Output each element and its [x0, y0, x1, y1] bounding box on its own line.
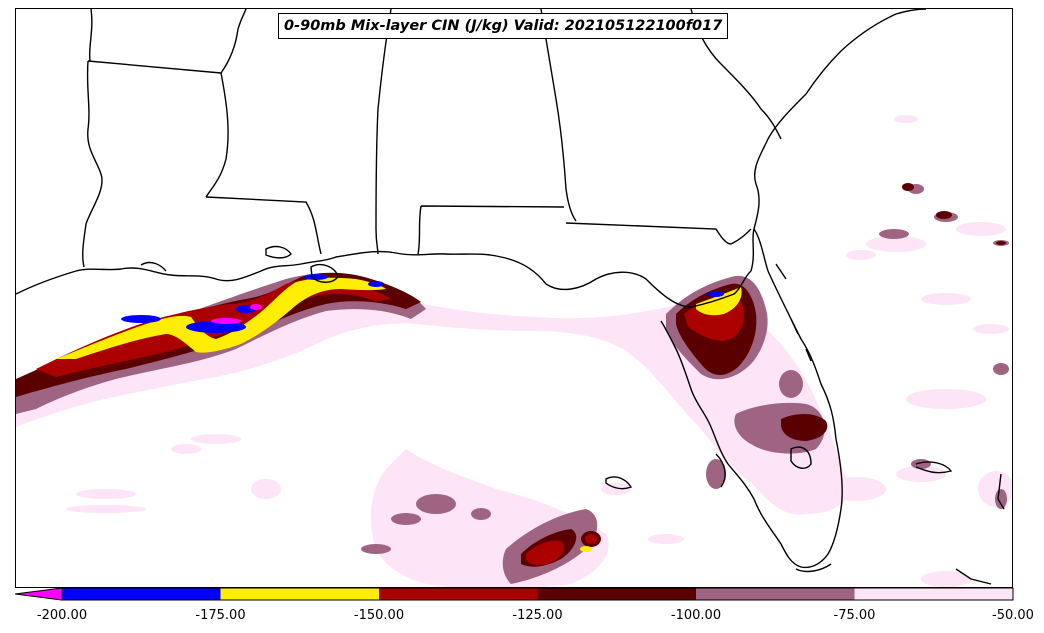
map-panel — [15, 8, 1013, 588]
colorbar-frame — [61, 587, 1014, 601]
cin-contour-magenta — [211, 304, 262, 324]
coastline-and-state-borders — [16, 9, 1005, 585]
colorbar — [14, 587, 1014, 601]
chart-title: 0-90mb Mix-layer CIN (J/kg) Valid: 20210… — [278, 13, 729, 39]
colorbar-tick-label: -50.00 — [992, 608, 1034, 623]
colorbar-bin-1 — [220, 588, 379, 600]
colorbar-tick-label: -125.00 — [512, 608, 563, 623]
colorbar-bin-4 — [696, 588, 855, 600]
colorbar-tick-label: -175.00 — [195, 608, 246, 623]
colorbar-tick-label: -150.00 — [353, 608, 405, 623]
colorbar-tick-label: -100.00 — [670, 608, 722, 623]
colorbar-extend-triangle — [14, 587, 63, 601]
colorbar-bin-2 — [379, 588, 538, 600]
colorbar-bin-3 — [537, 588, 696, 600]
cin-map — [16, 9, 1012, 587]
colorbar-bins — [62, 588, 1013, 600]
colorbar-bin-5 — [854, 588, 1013, 600]
colorbar-tick-label: -200.00 — [36, 608, 88, 623]
colorbar-bin-0 — [62, 588, 221, 600]
cin-contour-yellow — [56, 277, 742, 552]
colorbar-tick-label: -75.00 — [833, 608, 876, 623]
